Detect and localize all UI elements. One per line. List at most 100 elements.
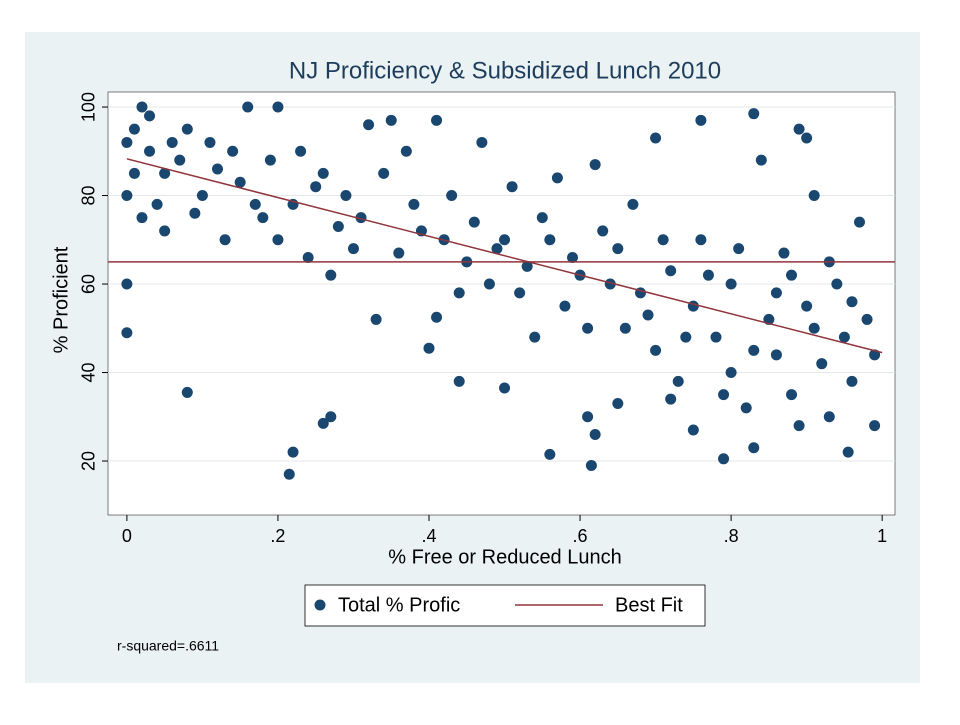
scatter-point [499,234,511,246]
scatter-point [718,389,730,401]
scatter-point [725,278,737,290]
scatter-point [212,163,224,175]
scatter-point [355,212,367,224]
scatter-point [506,181,518,193]
scatter-point [159,225,171,237]
scatter-point [619,322,631,334]
scatter-point [499,382,511,394]
scatter-point [823,411,835,423]
scatter-point [378,167,390,179]
scatter-point [748,108,760,120]
scatter-point [347,243,359,255]
scatter-point [219,234,231,246]
y-tick-label: 40 [79,363,99,383]
scatter-point [370,313,382,325]
scatter-point [755,154,767,166]
scatter-point [687,424,699,436]
x-tick-label: .2 [270,526,285,546]
scatter-point [181,123,193,135]
scatter-point [295,145,307,157]
scatter-point [332,221,344,233]
fit-line [126,158,883,354]
scatter-point [128,167,140,179]
x-tick-label: 1 [877,526,887,546]
scatter-point [793,123,805,135]
scatter-point [702,269,714,281]
scatter-point [340,190,352,202]
x-tick-label: 0 [122,526,132,546]
scatter-point [468,216,480,228]
scatter-point [121,136,133,148]
scatter-point [657,234,669,246]
scatter-point [310,181,322,193]
scatter-point [801,300,813,312]
scatter-point [786,269,798,281]
scatter-point [650,132,662,144]
scatter-point [453,287,465,299]
scatter-point [136,212,148,224]
scatter-point [189,207,201,219]
x-tick-label: .8 [724,526,739,546]
scatter-point [816,358,828,370]
scatter-point [665,393,677,405]
scatter-point [476,136,488,148]
scatter-point [551,172,563,184]
scatter-point [778,247,790,259]
scatter-point [861,313,873,325]
scatter-point [529,331,541,343]
scatter-point [249,198,261,210]
scatter-point [302,251,314,263]
scatter-point [559,300,571,312]
scatter-point [491,243,503,255]
scatter-point [846,375,858,387]
scatter-point [144,110,156,122]
scatter-point [808,322,820,334]
scatter-point [151,198,163,210]
scatter-point [272,234,284,246]
scatter-point [710,331,722,343]
scatter-point [272,101,284,113]
scatter-point [431,114,443,126]
scatter-point [740,402,752,414]
scatter-point [589,159,601,171]
scatter-point [808,190,820,202]
scatter-point [144,145,156,157]
scatter-point [196,190,208,202]
y-tick-label: 100 [79,92,99,122]
scatter-point [612,397,624,409]
scatter-point [431,311,443,323]
scatter-point [589,428,601,440]
scatter-point [483,278,495,290]
scatter-point [665,265,677,277]
note: r-squared=.6611 [117,638,219,654]
scatter-point [770,287,782,299]
scatter-point [604,278,616,290]
scatter-point [453,375,465,387]
scatter-point [287,446,299,458]
plot-region [107,91,896,516]
scatter-point [582,411,594,423]
y-tick-label: 60 [79,274,99,294]
scatter-point [317,417,329,429]
y-axis-label: % Proficient [50,246,72,353]
scatter-point [136,101,148,113]
scatter-point [514,287,526,299]
scatter-point [121,190,133,202]
scatter-point [423,342,435,354]
scatter-point [770,349,782,361]
scatter-point [181,386,193,398]
scatter-point [174,154,186,166]
scatter-point [325,411,337,423]
scatter-point [869,420,881,432]
scatter-point [672,375,684,387]
y-tick-label: 20 [79,451,99,471]
y-tick-label: 80 [79,186,99,206]
scatter-point [317,167,329,179]
scatter-point [385,114,397,126]
scatter-point [363,119,375,131]
scatter-point [536,212,548,224]
scatter-point [650,344,662,356]
scatter-point [204,136,216,148]
scatter-point [227,145,239,157]
